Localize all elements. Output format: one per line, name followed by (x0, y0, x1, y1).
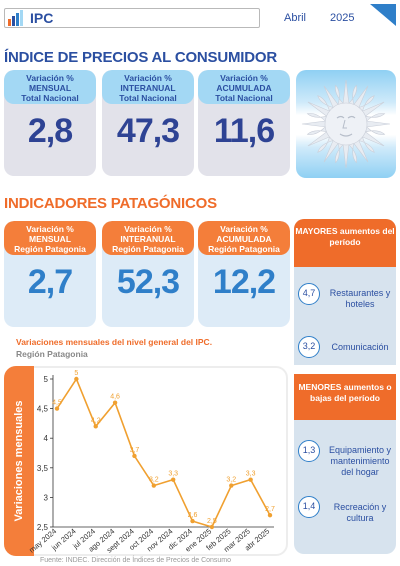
chart-title: Variaciones mensuales del nivel general … (16, 337, 213, 347)
national-monthly-card: Variación % MENSUAL Total Nacional 2,8 (4, 70, 96, 176)
card-caption-line1: Variación % (26, 224, 74, 234)
card-caption-line2: MENSUAL (28, 83, 72, 93)
patagonia-interannual-card: Variación % INTERANUAL Región Patagonia … (102, 221, 194, 327)
header-title: IPC (30, 10, 54, 26)
card-caption-line2: ACUMULADA (216, 234, 272, 244)
mayores-value-badge: 4,7 (298, 283, 320, 305)
card-caption-line2: INTERANUAL (120, 234, 176, 244)
card-caption-line1: Variación % (220, 73, 268, 83)
y-axis-label-band (4, 366, 34, 556)
mayores-label: Restaurantes y hoteles (329, 288, 391, 309)
menores-heading: MENORES aumentos o bajas del período (294, 374, 396, 420)
chart-frame (4, 366, 288, 556)
patagonia-monthly-card: Variación % MENSUAL Región Patagonia 2,7 (4, 221, 96, 327)
mayores-heading: MAYORES aumentos del período (294, 219, 396, 267)
card-caption-line2: ACUMULADA (216, 83, 272, 93)
card-value: 12,2 (212, 263, 276, 301)
card-caption-line3: Región Patagonia (208, 244, 280, 254)
national-accumulated-card: Variación % ACUMULADA Total Nacional 11,… (198, 70, 290, 176)
y-axis-label: Variaciones mensuales (13, 400, 25, 522)
header-month: Abril (284, 12, 307, 24)
card-caption-line1: Variación % (124, 73, 172, 83)
sun-of-may-icon (301, 79, 391, 169)
mayores-value-badge: 3,2 (298, 336, 320, 358)
card-caption-line3: Región Patagonia (112, 244, 184, 254)
card-caption-line2: MENSUAL (28, 234, 72, 244)
menores-label: Equipamiento y mantenimiento del hogar (328, 445, 392, 477)
card-value: 2,7 (27, 263, 73, 301)
source-note: Fuente: INDEC. Dirección de Índices de P… (40, 557, 232, 564)
mayores-label: Comunicación (331, 342, 389, 352)
chart-subtitle: Región Patagonia (16, 349, 88, 359)
header-bar (4, 8, 260, 28)
ranking-divider (294, 365, 396, 374)
menores-value-badge: 1,3 (298, 440, 320, 462)
card-caption-line3: Total Nacional (215, 93, 273, 103)
chart-icon (8, 10, 23, 26)
menores-label: Recreación y cultura (333, 502, 387, 523)
corner-triangle-icon (370, 4, 396, 26)
card-value: 2,8 (27, 112, 73, 150)
national-interannual-card: Variación % INTERANUAL Total Nacional 47… (102, 70, 194, 176)
card-caption-line3: Total Nacional (119, 93, 177, 103)
card-caption-line3: Total Nacional (21, 93, 79, 103)
sun-of-may-panel (296, 70, 396, 178)
national-heading: ÍNDICE DE PRECIOS AL CONSUMIDOR (4, 49, 277, 66)
card-caption-line1: Variación % (124, 224, 172, 234)
ranking-divider (294, 420, 396, 429)
card-caption-line1: Variación % (26, 73, 74, 83)
card-value: 52,3 (116, 263, 180, 301)
card-value: 11,6 (213, 112, 275, 150)
card-value: 47,3 (116, 112, 180, 150)
card-caption-line2: INTERANUAL (120, 83, 176, 93)
patagonia-heading: INDICADORES PATAGÓNICOS (4, 195, 217, 212)
menores-value-badge: 1,4 (298, 496, 320, 518)
card-caption-line1: Variación % (220, 224, 268, 234)
header-year: 2025 (330, 12, 355, 24)
patagonia-accumulated-card: Variación % ACUMULADA Región Patagonia 1… (198, 221, 290, 327)
card-caption-line3: Región Patagonia (14, 244, 86, 254)
